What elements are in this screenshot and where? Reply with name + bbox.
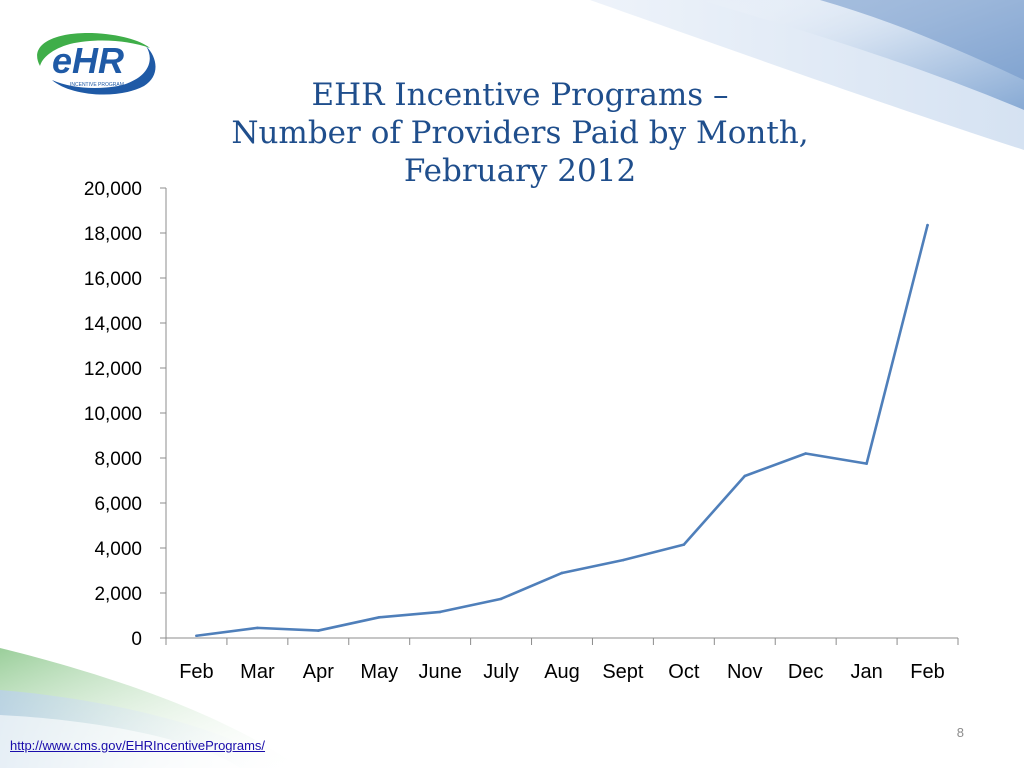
x-tick-label: July bbox=[483, 661, 519, 683]
data-point bbox=[317, 629, 320, 632]
data-point bbox=[865, 462, 868, 465]
data-point bbox=[377, 616, 381, 619]
x-tick-label: Dec bbox=[788, 661, 824, 683]
x-tick-label: Feb bbox=[179, 661, 213, 683]
bottom-left-swoosh-white bbox=[0, 715, 240, 768]
y-tick-label: 6,000 bbox=[94, 494, 142, 515]
x-tick-label: Apr bbox=[303, 661, 334, 683]
data-point bbox=[499, 597, 503, 601]
slide-title: EHR Incentive Programs – Number of Provi… bbox=[150, 76, 890, 190]
y-tick-label: 20,000 bbox=[84, 179, 142, 200]
data-point bbox=[621, 558, 625, 562]
x-tick-label: June bbox=[418, 661, 461, 683]
x-tick-label: May bbox=[360, 661, 398, 683]
x-tick-label: Oct bbox=[668, 661, 700, 683]
data-point bbox=[804, 452, 807, 455]
data-series bbox=[195, 223, 929, 638]
x-tick-label: Feb bbox=[910, 661, 944, 683]
y-tick-label: 18,000 bbox=[84, 224, 142, 245]
logo-text: eHR bbox=[52, 40, 124, 81]
y-tick-label: 16,000 bbox=[84, 269, 142, 290]
data-point bbox=[438, 610, 442, 614]
x-tick-label: Jan bbox=[850, 661, 882, 683]
slide-title-line-3: February 2012 bbox=[403, 153, 637, 189]
x-tick-label: Nov bbox=[727, 661, 763, 683]
x-tick-label: Aug bbox=[544, 661, 580, 683]
page-number: 8 bbox=[956, 725, 964, 740]
y-tick-label: 0 bbox=[131, 629, 142, 650]
data-point bbox=[743, 474, 747, 478]
y-tick-label: 12,000 bbox=[84, 359, 142, 380]
y-tick-label: 14,000 bbox=[84, 314, 142, 335]
y-tick-label: 10,000 bbox=[84, 404, 142, 425]
x-tick-label: Mar bbox=[240, 661, 275, 683]
slide-title-line-2: Number of Providers Paid by Month, bbox=[231, 115, 809, 151]
data-point bbox=[682, 543, 686, 546]
x-tick-label: Sept bbox=[602, 661, 644, 683]
top-right-swoosh-dark bbox=[820, 0, 1024, 80]
y-tick-label: 8,000 bbox=[94, 449, 142, 470]
x-axis: Feb Mar Apr May June July Aug Sept Oct Nov Dec Jan F… bbox=[165, 637, 959, 683]
data-point bbox=[195, 634, 198, 638]
logo-green-swoosh bbox=[37, 32, 150, 66]
logo-subtext: INCENTIVE PROGRAM bbox=[70, 82, 124, 88]
data-point bbox=[256, 626, 259, 630]
slide-title-line-1: EHR Incentive Programs – bbox=[311, 77, 729, 113]
y-tick-label: 2,000 bbox=[94, 584, 142, 605]
data-point bbox=[560, 571, 564, 575]
y-axis: 0 2,000 4,000 6,000 8,000 10,000 12,000 14,000 1… bbox=[84, 179, 167, 650]
source-link[interactable]: http://www.cms.gov/EHRIncentivePrograms/ bbox=[10, 738, 266, 753]
y-tick-label: 4,000 bbox=[94, 539, 142, 560]
ehr-logo: eHR INCENTIVE PROGRAM bbox=[37, 32, 156, 95]
data-point bbox=[926, 223, 929, 227]
